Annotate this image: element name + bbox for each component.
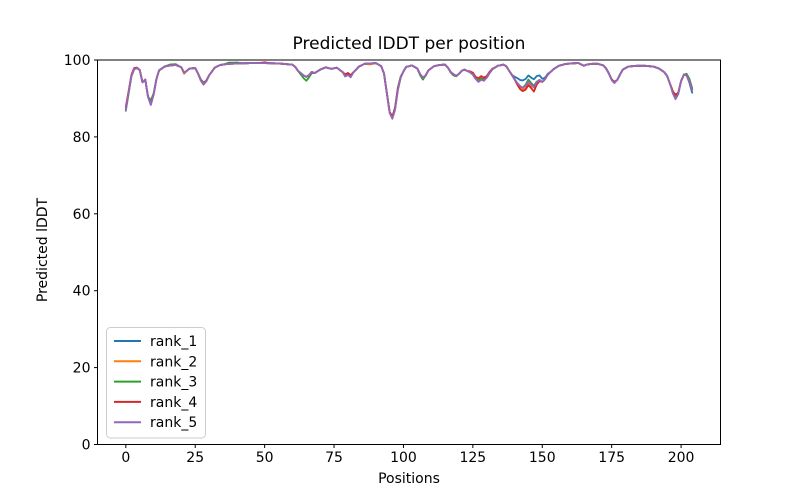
y-tick-label: 40 [73, 284, 91, 300]
x-tick-label: 0 [121, 450, 130, 466]
y-axis: 0 20 40 60 80 100 [64, 53, 98, 454]
x-tick-label: 75 [325, 450, 343, 466]
legend-label-rank_2: rank_2 [150, 354, 197, 370]
x-tick-label: 175 [598, 450, 625, 466]
legend: rank_1 rank_2 rank_3 rank_4 rank_5 [106, 327, 206, 439]
y-tick-label: 0 [82, 438, 91, 454]
series-line-rank_5 [124, 62, 694, 120]
y-tick-label: 20 [73, 361, 91, 377]
plot-border [97, 59, 721, 445]
x-tick-label: 100 [390, 450, 417, 466]
legend-label-rank_1: rank_1 [150, 334, 197, 350]
y-tick-label: 100 [64, 53, 91, 69]
x-tick-label: 50 [256, 450, 274, 466]
x-tick-label: 25 [186, 450, 204, 466]
legend-label-rank_3: rank_3 [150, 375, 197, 391]
legend-box [106, 327, 206, 439]
x-axis: 0 25 50 75 100 125 150 175 200 [121, 444, 695, 466]
x-axis-label: Positions [378, 471, 440, 487]
series-lines [124, 61, 694, 120]
y-tick-label: 60 [73, 207, 91, 223]
x-tick-label: 150 [529, 450, 556, 466]
legend-label-rank_4: rank_4 [150, 395, 197, 411]
x-tick-label: 125 [459, 450, 486, 466]
legend-label-rank_5: rank_5 [150, 415, 197, 431]
x-tick-label: 200 [668, 450, 695, 466]
y-axis-label: Predicted lDDT [35, 197, 51, 302]
chart-title: Predicted lDDT per position [293, 34, 526, 54]
y-tick-label: 80 [73, 130, 91, 146]
